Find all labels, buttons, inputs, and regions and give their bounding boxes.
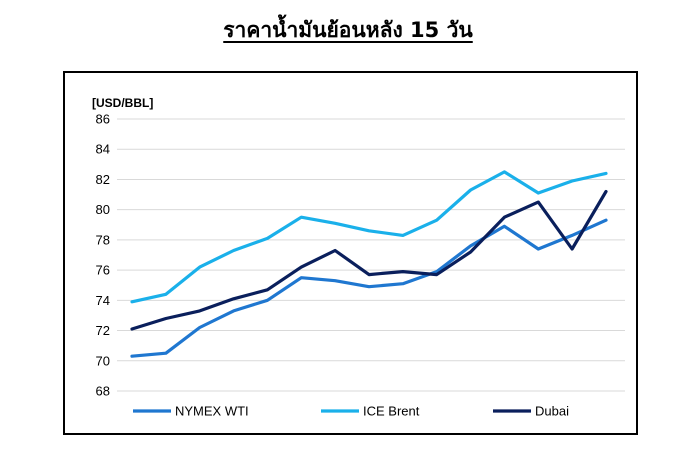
line-chart: [USD/BBL] 68 70 72 74 76 78 80 82 84 86 NYMEX WTI… <box>92 96 625 419</box>
y-tick-label: 86 <box>96 112 110 127</box>
gridlines <box>117 118 625 392</box>
chart-frame: [USD/BBL] 68 70 72 74 76 78 80 82 84 86 NYMEX WTI… <box>63 71 638 435</box>
y-tick-labels: 68 70 72 74 76 78 80 82 84 86 <box>96 112 110 399</box>
series-line-nymex-wti <box>130 218 608 358</box>
legend-label: ICE Brent <box>363 404 420 419</box>
series-lines <box>130 170 608 358</box>
y-tick-label: 78 <box>96 232 110 247</box>
y-tick-label: 84 <box>96 142 110 157</box>
legend-label: Dubai <box>535 404 569 419</box>
legend: NYMEX WTI ICE Brent Dubai <box>133 404 569 419</box>
series-line-ice-brent <box>130 170 608 304</box>
series-line-dubai <box>130 189 608 331</box>
y-tick-label: 68 <box>96 384 110 399</box>
legend-label: NYMEX WTI <box>175 404 249 419</box>
y-tick-label: 76 <box>96 263 110 278</box>
page-title: ราคาน้ำมันย้อนหลัง 15 วัน <box>223 18 473 42</box>
y-tick-label: 82 <box>96 172 110 187</box>
y-tick-label: 72 <box>96 323 110 338</box>
y-tick-label: 74 <box>96 293 110 308</box>
y-axis-unit-label: [USD/BBL] <box>92 96 153 110</box>
y-tick-label: 70 <box>96 353 110 368</box>
y-tick-label: 80 <box>96 202 110 217</box>
